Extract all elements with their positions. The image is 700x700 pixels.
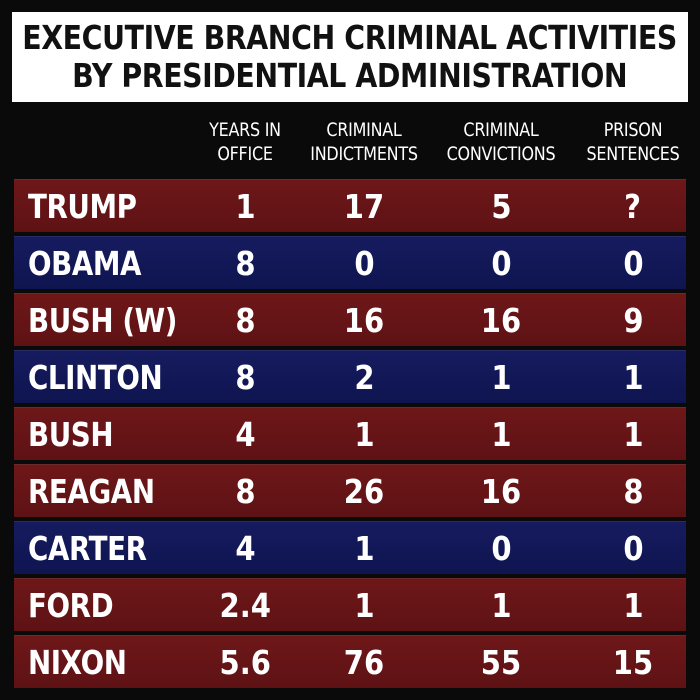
table-row: TRUMP 1 17 5? <box>14 179 686 232</box>
column-header-sentences: PRISON SENTENCES <box>558 118 700 166</box>
row-value: 76 <box>343 643 385 682</box>
row-value: 2 <box>353 358 375 397</box>
table-row: NIXON 5.6 76 55 15 <box>14 635 686 688</box>
table-row: BUSH 4 1 1 1 <box>14 407 686 460</box>
title-line-1: EXECUTIVE BRANCH CRIMINAL ACTIVITIES <box>22 18 678 57</box>
column-header-convictions: CRIMINAL CONVICTIONS <box>426 118 576 166</box>
row-value: 8 <box>622 472 644 511</box>
row-name: TRUMP <box>28 187 137 226</box>
column-header-years-line1: YEARS IN <box>209 119 281 141</box>
row-name: REAGAN <box>28 472 155 511</box>
row-value: 8 <box>234 472 256 511</box>
row-value: 16 <box>480 472 522 511</box>
column-headers: YEARS IN OFFICE CRIMINAL INDICTMENTS CRI… <box>0 118 700 172</box>
row-value: 1 <box>490 586 512 625</box>
row-value: 4 <box>234 415 256 454</box>
row-name: OBAMA <box>28 244 142 283</box>
row-value: 4 <box>234 529 256 568</box>
row-name: BUSH <box>28 415 114 454</box>
row-value: 1 <box>353 415 375 454</box>
row-value: 8 <box>234 358 256 397</box>
row-value: 1 <box>234 187 256 226</box>
row-name: BUSH (W) <box>28 301 178 340</box>
table-row: CLINTON 8 2 1 1 <box>14 350 686 403</box>
row-value: 0 <box>490 244 512 283</box>
row-value: 9 <box>622 301 644 340</box>
row-value: 5.6 <box>219 643 271 682</box>
row-name: FORD <box>28 586 114 625</box>
row-value: 1 <box>490 415 512 454</box>
row-name: NIXON <box>28 643 127 682</box>
table-row: BUSH (W) 8 16 16 9 <box>14 293 686 346</box>
row-value: 0 <box>622 244 644 283</box>
row-value: 15 <box>612 643 654 682</box>
column-header-indictments-line1: CRIMINAL <box>326 119 402 141</box>
row-value: 16 <box>480 301 522 340</box>
row-value: 1 <box>490 358 512 397</box>
row-value: 1 <box>353 586 375 625</box>
title-box: EXECUTIVE BRANCH CRIMINAL ACTIVITIES BY … <box>12 12 688 102</box>
row-value: 16 <box>343 301 385 340</box>
row-value: 55 <box>480 643 522 682</box>
row-value: 17 <box>343 187 385 226</box>
table-row: REAGAN 8 26 16 8 <box>14 464 686 517</box>
column-header-sentences-line2: SENTENCES <box>586 143 680 165</box>
column-header-convictions-line2: CONVICTIONS <box>446 143 556 165</box>
row-value: 8 <box>234 301 256 340</box>
table-row: FORD 2.4 1 1 1 <box>14 578 686 631</box>
column-header-convictions-line1: CRIMINAL <box>463 119 539 141</box>
table-row: OBAMA 8 0 0 0 <box>14 236 686 289</box>
row-value: 2.4 <box>219 586 271 625</box>
row-value: 1 <box>622 358 644 397</box>
column-header-years: YEARS IN OFFICE <box>170 118 320 166</box>
row-value: 1 <box>622 586 644 625</box>
row-value: 0 <box>622 529 644 568</box>
row-value: 5 <box>490 187 512 226</box>
column-header-sentences-line1: PRISON <box>603 119 663 141</box>
row-name: CARTER <box>28 529 147 568</box>
row-value: 0 <box>353 244 375 283</box>
row-value: 26 <box>343 472 385 511</box>
title-line-2: BY PRESIDENTIAL ADMINISTRATION <box>72 56 628 95</box>
table-row: CARTER 4 1 0 0 <box>14 521 686 574</box>
column-header-indictments: CRIMINAL INDICTMENTS <box>289 118 439 166</box>
row-value: ? <box>624 187 642 226</box>
row-name: CLINTON <box>28 358 163 397</box>
column-header-indictments-line2: INDICTMENTS <box>310 143 418 165</box>
row-value: 1 <box>353 529 375 568</box>
column-header-years-line2: OFFICE <box>217 143 273 165</box>
row-value: 1 <box>622 415 644 454</box>
row-value: 8 <box>234 244 256 283</box>
row-value: 0 <box>490 529 512 568</box>
